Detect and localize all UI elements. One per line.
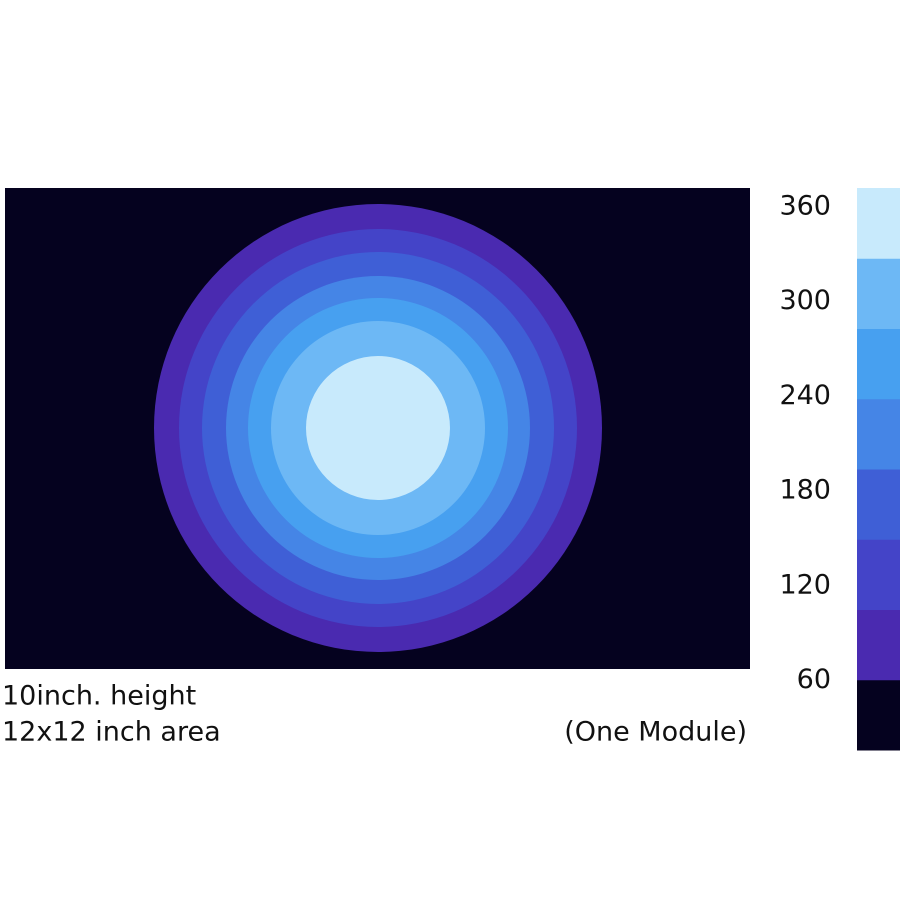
colorbar-band xyxy=(857,328,900,400)
colorbar-band xyxy=(857,188,900,259)
colorbar-band xyxy=(857,679,900,751)
note: 12x12 inch area xyxy=(2,717,221,748)
colorbar-band xyxy=(857,258,900,329)
colorbar-tick-label: 120 xyxy=(779,569,831,600)
colorbar-tick-label: 300 xyxy=(779,285,831,316)
colorbar-band xyxy=(857,539,900,610)
colorbar-tick-label: 180 xyxy=(779,475,831,506)
contour-ring xyxy=(306,356,450,500)
colorbar-band xyxy=(857,469,900,540)
colorbar-band xyxy=(857,609,900,681)
caption: (One Module) xyxy=(564,717,747,748)
note: 10inch. height xyxy=(2,681,196,712)
colorbar-tick-label: 360 xyxy=(779,190,831,221)
colorbar-band xyxy=(857,398,900,470)
colorbar-tick-label: 240 xyxy=(779,380,831,411)
rings xyxy=(154,204,602,652)
colorbar-tick-label: 60 xyxy=(797,664,831,695)
